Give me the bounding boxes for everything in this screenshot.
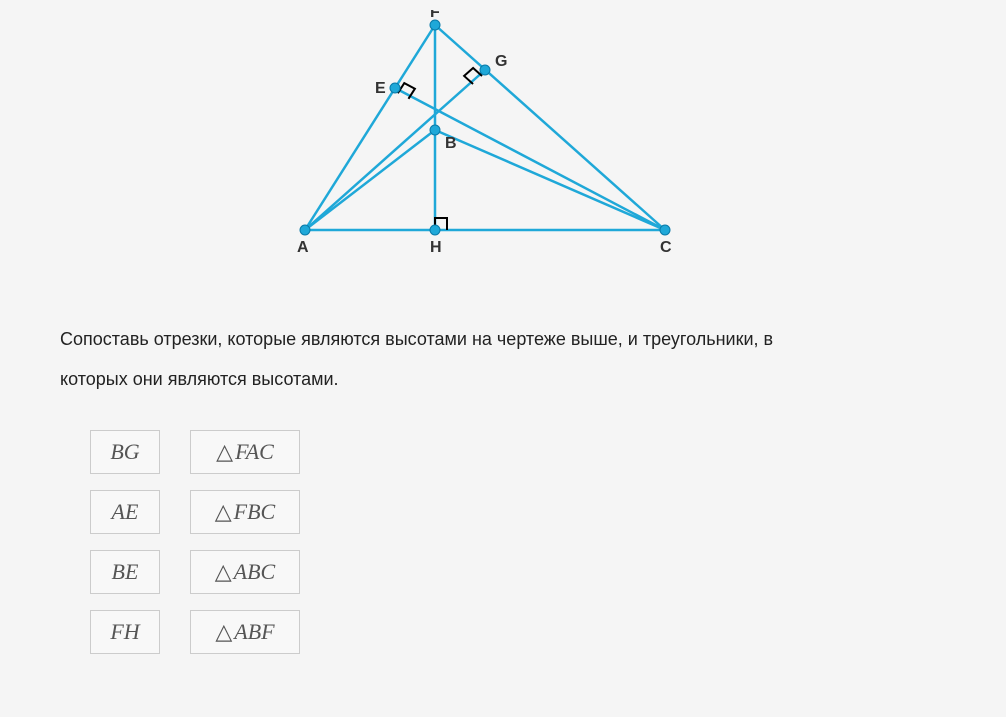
svg-text:E: E	[375, 80, 386, 97]
triangle-tile[interactable]: △ABF	[190, 610, 300, 654]
svg-text:F: F	[430, 10, 440, 21]
triangle-symbol: △	[215, 619, 232, 644]
triangle-tile[interactable]: △ABC	[190, 550, 300, 594]
segment-tile[interactable]: BG	[90, 430, 160, 474]
geometry-diagram: A H C F B E G	[270, 10, 730, 260]
triangle-name: ABF	[234, 619, 274, 644]
matching-row: BE △ABC	[90, 550, 300, 594]
triangle-name: FAC	[235, 439, 274, 464]
svg-text:G: G	[495, 53, 507, 70]
svg-text:C: C	[660, 239, 672, 256]
triangle-name: ABC	[234, 559, 276, 584]
svg-text:A: A	[297, 239, 309, 256]
instruction-text: Сопоставь отрезки, которые являются высо…	[60, 320, 946, 399]
diagram-svg: A H C F B E G	[270, 10, 730, 260]
triangle-symbol: △	[216, 439, 233, 464]
instruction-line2: которых они являются высотами.	[60, 369, 339, 389]
triangle-symbol: △	[215, 499, 232, 524]
matching-area: BG△FACAE△FBCBE△ABCFH△ABF	[90, 430, 300, 670]
triangle-symbol: △	[215, 559, 232, 584]
triangle-name: FBC	[234, 499, 276, 524]
svg-text:H: H	[430, 239, 442, 256]
triangle-tile[interactable]: △FBC	[190, 490, 300, 534]
matching-row: FH △ABF	[90, 610, 300, 654]
svg-text:B: B	[445, 135, 457, 152]
segment-tile[interactable]: BE	[90, 550, 160, 594]
segment-tile[interactable]: FH	[90, 610, 160, 654]
segment-tile[interactable]: AE	[90, 490, 160, 534]
triangle-tile[interactable]: △FAC	[190, 430, 300, 474]
matching-row: BG △FAC	[90, 430, 300, 474]
instruction-line1: Сопоставь отрезки, которые являются высо…	[60, 329, 773, 349]
matching-row: AE △FBC	[90, 490, 300, 534]
